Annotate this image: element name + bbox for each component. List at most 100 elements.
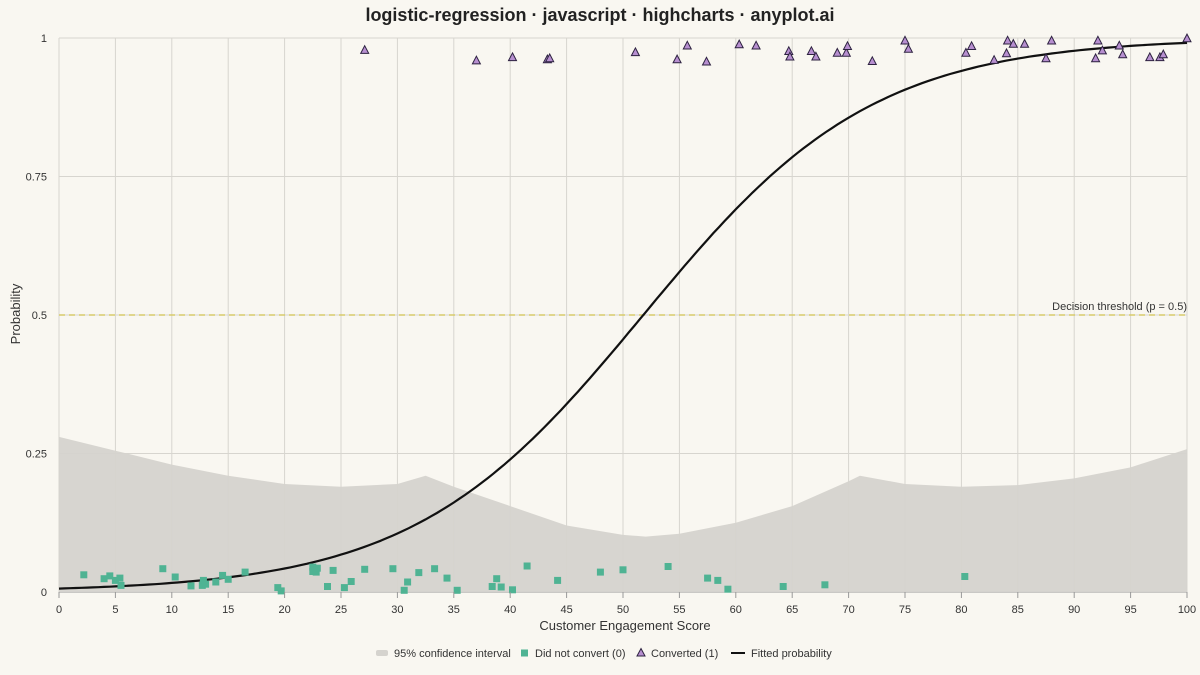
point-not-converted (111, 576, 119, 584)
point-not-converted (329, 566, 337, 574)
point-not-converted (117, 581, 125, 589)
point-not-converted (431, 565, 439, 573)
point-converted (507, 51, 518, 62)
x-tick-label: 70 (842, 604, 854, 616)
point-converted (359, 44, 370, 54)
x-tick-label: 35 (448, 604, 460, 616)
point-not-converted (714, 576, 722, 584)
point-converted (1158, 49, 1169, 59)
y-tick-label: 0.25 (26, 449, 47, 461)
point-not-converted (389, 565, 397, 573)
point-converted (1182, 33, 1192, 43)
point-not-converted (779, 583, 787, 590)
legend-band-swatch (376, 650, 388, 656)
point-converted (842, 40, 853, 50)
point-converted (1090, 52, 1101, 63)
y-tick-label: 0 (41, 587, 47, 599)
x-tick-label: 20 (278, 604, 290, 616)
point-not-converted (106, 572, 114, 580)
point-not-converted (821, 581, 829, 589)
point-converted (1144, 51, 1155, 62)
point-converted (832, 47, 843, 57)
y-tick-label: 0.75 (26, 172, 47, 184)
threshold-label: Decision threshold (p = 0.5) (1052, 301, 1187, 313)
point-converted (961, 47, 971, 57)
x-tick-label: 95 (1124, 604, 1136, 616)
point-not-converted (159, 565, 167, 573)
point-converted (1019, 38, 1030, 48)
point-not-converted (488, 583, 496, 590)
point-converted (841, 47, 852, 57)
point-converted (1041, 52, 1051, 63)
point-not-converted (340, 584, 348, 592)
point-not-converted (313, 564, 321, 572)
x-tick-label: 40 (504, 604, 516, 616)
legend-label: Fitted probability (751, 648, 832, 660)
legend-triangle-marker (636, 647, 646, 657)
point-not-converted (724, 585, 732, 593)
point-not-converted (596, 568, 604, 576)
x-tick-label: 90 (1068, 604, 1080, 616)
point-converted (1097, 45, 1108, 55)
y-axis-title: Probability (8, 283, 23, 344)
point-not-converted (241, 568, 249, 576)
chart-title: logistic-regression · javascript · highc… (365, 5, 834, 25)
point-not-converted (497, 583, 505, 591)
point-converted (734, 39, 745, 49)
point-converted (1002, 35, 1013, 45)
point-converted (701, 56, 712, 66)
point-not-converted (187, 582, 195, 590)
y-tick-label: 1 (41, 33, 47, 45)
x-tick-label: 45 (560, 604, 572, 616)
x-tick-label: 15 (222, 604, 234, 616)
point-not-converted (309, 563, 317, 571)
point-not-converted (400, 586, 408, 594)
point-not-converted (664, 563, 672, 570)
x-tick-label: 100 (1178, 604, 1196, 616)
point-converted (1001, 47, 1012, 58)
x-tick-label: 10 (166, 604, 178, 616)
point-converted (1114, 40, 1125, 50)
points-layer (80, 33, 1192, 595)
point-converted (900, 35, 910, 45)
legend-label: Did not convert (0) (535, 648, 625, 660)
point-converted (1117, 49, 1128, 59)
point-not-converted (277, 587, 285, 595)
threshold-layer: Decision threshold (p = 0.5) (59, 301, 1187, 316)
legend-square-marker (521, 649, 528, 657)
point-converted (867, 55, 878, 65)
point-converted (672, 54, 682, 64)
point-not-converted (361, 565, 369, 573)
point-not-converted (202, 580, 210, 588)
y-axis-ticks: 0 0.25 0.5 0.75 1 (26, 33, 47, 599)
point-not-converted (100, 575, 108, 583)
point-converted (966, 40, 977, 50)
point-not-converted (704, 574, 712, 582)
x-axis-title: Customer Engagement Score (539, 618, 710, 633)
x-tick-label: 65 (786, 604, 798, 616)
point-not-converted (219, 571, 227, 579)
point-not-converted (212, 578, 220, 586)
point-not-converted (404, 578, 412, 586)
x-tick-label: 0 (56, 604, 62, 616)
point-converted (751, 40, 761, 50)
point-converted (1093, 35, 1103, 45)
x-tick-label: 75 (899, 604, 911, 616)
x-tick-label: 5 (112, 604, 118, 616)
point-not-converted (224, 575, 232, 583)
point-not-converted (312, 568, 320, 576)
point-converted (811, 51, 821, 61)
point-converted (903, 43, 914, 53)
point-not-converted (443, 574, 451, 582)
point-not-converted (961, 573, 969, 580)
point-converted (544, 52, 555, 63)
point-converted (806, 45, 817, 55)
x-tick-label: 80 (955, 604, 967, 616)
confidence-band (59, 436, 1187, 592)
point-not-converted (347, 578, 355, 585)
point-not-converted (453, 586, 461, 594)
x-tick-label: 85 (1012, 604, 1024, 616)
point-converted (989, 54, 999, 64)
point-not-converted (554, 576, 562, 584)
point-not-converted (619, 566, 627, 574)
